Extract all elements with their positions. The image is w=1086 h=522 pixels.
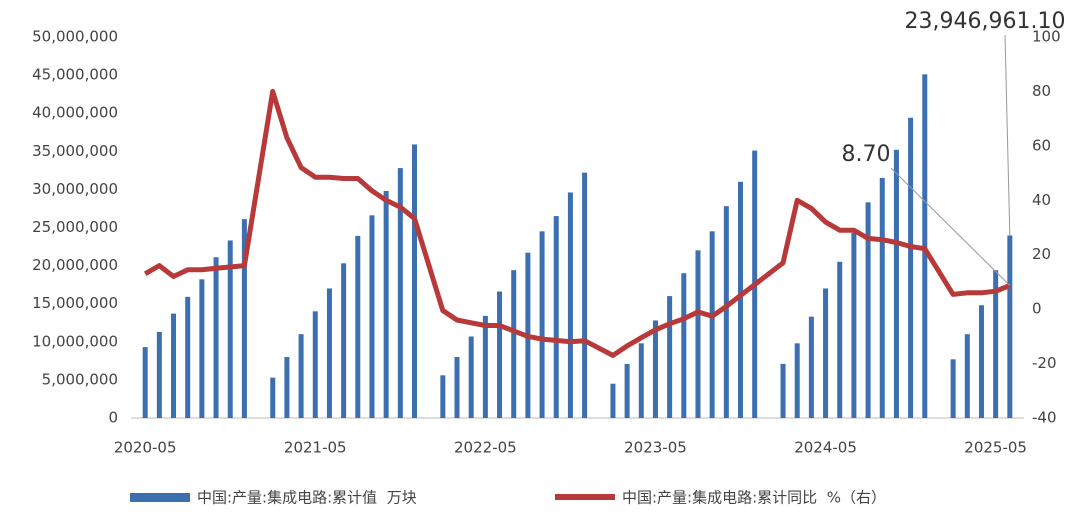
y-tick-label: 25,000,000: [32, 218, 118, 236]
bar: [369, 215, 375, 418]
bar: [454, 357, 460, 418]
y-tick-label: 20,000,000: [32, 256, 118, 274]
x-tick-label: 2022-05: [454, 439, 517, 457]
y-tick-label: 30,000,000: [32, 180, 118, 198]
bar: [411, 144, 417, 418]
annotation: 8.70: [842, 142, 891, 167]
bar: [723, 206, 729, 418]
bar: [284, 357, 290, 418]
legend-swatch: [130, 493, 190, 502]
bar: [227, 240, 233, 418]
line: [143, 88, 1011, 358]
bar: [553, 216, 559, 418]
legend-label: 中国:产量:集成电路:累计值 万块: [197, 489, 417, 507]
bar: [383, 190, 389, 418]
bar: [171, 313, 177, 418]
y-tick-label: 10,000,000: [32, 332, 118, 350]
bar: [511, 270, 517, 418]
x-tick-label: 2021-05: [284, 439, 347, 457]
bar: [610, 383, 616, 418]
bar: [865, 202, 871, 418]
bar: [993, 270, 999, 418]
y2-tick-label: 80: [1032, 82, 1051, 100]
bar: [893, 149, 899, 418]
bar: [681, 273, 687, 418]
bar: [341, 263, 347, 418]
bar: [241, 219, 247, 418]
y2-tick-label: -20: [1032, 354, 1057, 372]
bar: [468, 336, 474, 418]
bar: [482, 315, 488, 418]
x-tick-label: 2023-05: [624, 439, 687, 457]
bar: [355, 235, 361, 418]
bar: [567, 192, 573, 418]
bar: [823, 288, 829, 418]
bar: [326, 288, 332, 418]
y-tick-label: 50,000,000: [32, 28, 118, 46]
x-tick-label: 2020-05: [114, 439, 177, 457]
bar: [497, 291, 503, 418]
y2-tick-label: 60: [1032, 136, 1051, 154]
bar: [199, 279, 205, 418]
bar: [652, 320, 658, 418]
annotation: 23,946,961.10: [905, 9, 1066, 34]
bar: [780, 363, 786, 418]
x-tick-label: 2025-05: [964, 439, 1027, 457]
bar: [156, 331, 162, 418]
bar: [397, 168, 403, 418]
y-tick-label: 40,000,000: [32, 104, 118, 122]
bar: [270, 377, 276, 418]
leader-line: [890, 167, 1011, 286]
bar: [808, 316, 814, 418]
y-tick-label: 15,000,000: [32, 294, 118, 312]
y-tick-label: 45,000,000: [32, 66, 118, 84]
y2-tick-label: 40: [1032, 191, 1051, 209]
bar: [213, 257, 219, 418]
bar: [1007, 235, 1013, 418]
y2-tick-label: 20: [1032, 245, 1051, 263]
bar: [582, 172, 588, 418]
bar: [851, 232, 857, 418]
bar: [539, 231, 545, 418]
bar: [978, 305, 984, 418]
bar: [837, 261, 843, 418]
bar: [142, 347, 148, 418]
y-tick-label: 0: [108, 409, 118, 427]
bar: [298, 334, 304, 418]
leader-line: [1004, 34, 1011, 236]
bar: [950, 359, 956, 418]
y2-tick-label: -40: [1032, 409, 1057, 427]
y2-tick-label: 100: [1032, 28, 1061, 46]
bar: [667, 296, 673, 418]
legend-label: 中国:产量:集成电路:累计同比 %（右）: [622, 489, 886, 507]
bar: [908, 117, 914, 418]
bar: [879, 177, 885, 418]
y2-tick-label: 0: [1032, 300, 1042, 318]
bar: [312, 311, 318, 418]
bar: [624, 363, 630, 418]
y-tick-label: 5,000,000: [42, 370, 118, 388]
x-tick-label: 2024-05: [794, 439, 857, 457]
bar: [738, 181, 744, 418]
bar: [695, 250, 701, 418]
bar: [794, 343, 800, 418]
bar: [964, 334, 970, 418]
bar: [709, 231, 715, 418]
bar: [638, 343, 644, 418]
bar: [185, 296, 191, 418]
bar: [440, 375, 446, 418]
y-tick-label: 35,000,000: [32, 142, 118, 160]
